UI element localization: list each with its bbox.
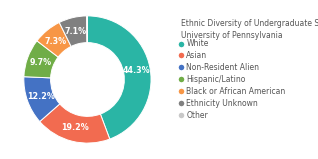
Text: 44.3%: 44.3% [122,66,150,75]
Legend: White, Asian, Non-Resident Alien, Hispanic/Latino, Black or African American, Et: White, Asian, Non-Resident Alien, Hispan… [179,39,286,120]
Wedge shape [24,77,60,122]
Wedge shape [59,16,87,46]
Wedge shape [37,22,71,57]
Wedge shape [24,41,58,78]
Text: 9.7%: 9.7% [30,58,52,67]
Wedge shape [40,104,110,143]
Text: 7.1%: 7.1% [65,27,87,36]
Wedge shape [86,16,87,43]
Text: 12.2%: 12.2% [27,92,55,100]
Text: 7.3%: 7.3% [45,37,67,46]
Text: Ethnic Diversity of Undergraduate Students at
University of Pennsylvania: Ethnic Diversity of Undergraduate Studen… [181,19,318,40]
Wedge shape [87,16,151,139]
Text: 19.2%: 19.2% [62,123,89,132]
